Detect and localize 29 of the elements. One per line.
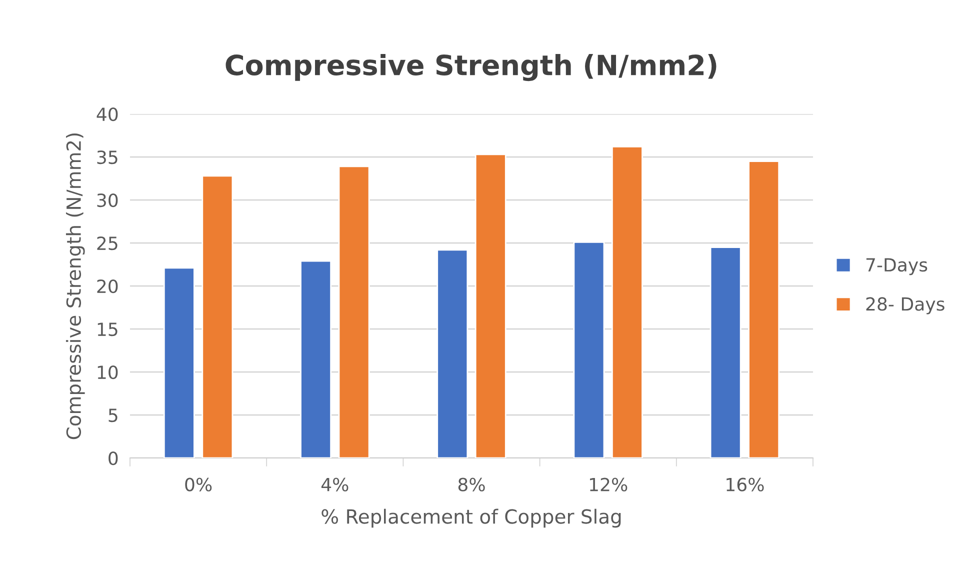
x-tick-label: 8%	[458, 478, 485, 492]
bar	[573, 241, 605, 458]
chart-title: Compressive Strength (N/mm2)	[226, 54, 716, 82]
x-tick-label: 4%	[321, 478, 348, 492]
bar	[338, 166, 370, 458]
x-axis-title: % Replacement of Copper Slag	[322, 508, 621, 528]
y-tick-label: 10	[98, 365, 118, 380]
bar	[710, 246, 742, 458]
bar	[612, 146, 643, 458]
y-tick-label: 20	[97, 279, 118, 294]
bar	[202, 175, 234, 458]
y-tick-label: 5	[108, 408, 118, 422]
bar	[300, 260, 332, 458]
y-tick-label: 0	[108, 451, 118, 466]
x-tick-label: 16%	[726, 478, 764, 492]
y-axis-title: Compressive Strength (N/mm2)	[66, 133, 85, 440]
y-tick-label: 15	[98, 322, 118, 336]
x-tick-label: 12%	[590, 478, 628, 492]
bar	[436, 249, 468, 458]
bar	[474, 154, 506, 458]
legend-label: 28- Days	[866, 297, 944, 314]
x-tick-label: 0%	[185, 478, 212, 492]
y-tick-label: 40	[96, 107, 118, 122]
bar	[748, 160, 780, 458]
bar	[163, 267, 195, 458]
legend-label: 7-Days	[866, 258, 928, 276]
y-tick-label: 30	[97, 193, 118, 208]
y-tick-label: 35	[97, 150, 118, 164]
y-tick-label: 25	[97, 236, 118, 250]
